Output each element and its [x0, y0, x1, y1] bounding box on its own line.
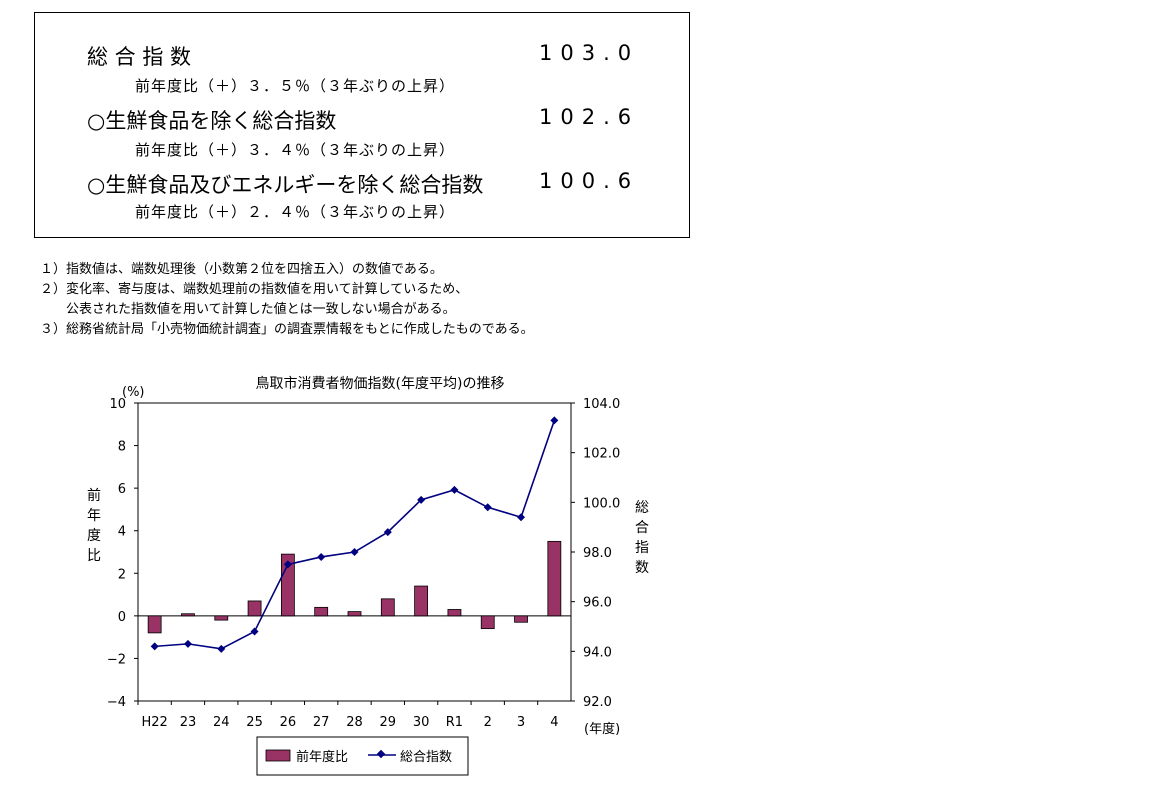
bar-28 [347, 611, 362, 617]
left-axis-tick-label: −2 [107, 652, 126, 667]
x-axis-label-26: 26 [280, 715, 297, 730]
x-axis-label-28: 28 [346, 715, 363, 730]
bar-24 [214, 615, 229, 621]
energy-index-label: ○生鮮食品及びエネルギーを除く総合指数 [87, 173, 484, 197]
main-index-value: 103.0 [539, 41, 640, 65]
right-axis-tick-label: 96.0 [583, 596, 612, 611]
left-axis-title-char: 比 [87, 548, 101, 564]
fresh-index-value: 102.6 [539, 105, 640, 129]
right-axis-tick-label: 100.0 [583, 496, 620, 511]
x-axis-label-25: 25 [246, 715, 263, 730]
bar-30 [414, 585, 429, 617]
summary-box: 総 合 指 数 103.0 前年度比（＋）３．５％（３年ぶりの上昇） ○生鮮食品… [34, 12, 690, 238]
right-axis-tick-label: 102.0 [583, 447, 620, 462]
right-axis-tick-label: 98.0 [583, 546, 612, 561]
x-axis-label-3: 3 [517, 715, 525, 730]
x-axis-unit: (年度) [584, 721, 620, 737]
index-point-23 [183, 639, 192, 648]
right-axis-title-char: 数 [635, 560, 649, 576]
right-axis-tick-label: 94.0 [583, 645, 612, 660]
energy-index-value: 100.6 [539, 169, 640, 193]
index-point-30 [417, 495, 426, 504]
bar-27 [314, 606, 329, 617]
right-axis-title-char: 総 [635, 500, 649, 516]
x-axis-label-27: 27 [313, 715, 330, 730]
left-axis-tick-label: 0 [118, 610, 126, 625]
x-axis-label-H22: H22 [141, 715, 167, 730]
chart-title: 鳥取市消費者物価指数(年度平均)の推移 [256, 375, 505, 392]
left-axis-unit: (%) [122, 385, 145, 400]
footnote-1: １）指数値は、端数処理後（小数第２位を四捨五入）の数値である。 [40, 262, 443, 277]
legend-bar-label: 前年度比 [296, 749, 348, 765]
index-point-26 [283, 560, 292, 569]
left-axis-tick-label: −4 [107, 695, 126, 710]
footnote-2-cont: 公表された指数値を用いて計算した値とは一致しない場合がある。 [40, 302, 456, 317]
index-point-2 [483, 503, 492, 512]
index-point-27 [317, 552, 326, 561]
chart-marks: 10 8 6 4 2 0 −2 −4 104.0 102.0 100.0 98.0 96.0 94.0 92… [87, 397, 649, 730]
legend-line-marker [376, 749, 386, 759]
index-point-R1 [450, 485, 459, 494]
legend-line-label: 総合指数 [400, 750, 452, 765]
bar-H22 [147, 615, 162, 634]
bar-3 [514, 615, 528, 623]
right-axis-title-char: 合 [635, 520, 649, 536]
left-axis-tick-label: 4 [118, 525, 126, 540]
x-axis-label-R1: R1 [446, 715, 463, 730]
left-axis-tick-label: 8 [118, 440, 126, 455]
left-axis-title-char: 前 [87, 487, 101, 504]
bar-4 [547, 540, 562, 617]
fresh-index-change: 前年度比（＋）３．４％（３年ぶりの上昇） [135, 141, 456, 159]
fresh-index-label: ○生鮮食品を除く総合指数 [87, 109, 337, 133]
bar-23 [181, 613, 195, 617]
left-axis-tick-label: 6 [118, 482, 126, 497]
index-point-28 [350, 548, 359, 556]
x-axis-label-23: 23 [180, 715, 197, 730]
x-axis-label-30: 30 [413, 715, 430, 730]
x-axis-label-24: 24 [213, 715, 230, 730]
x-axis-label-2: 2 [484, 715, 492, 730]
main-index-label: 総 合 指 数 [87, 45, 192, 69]
left-axis-tick-label: 2 [118, 567, 126, 582]
main-index-change: 前年度比（＋）３．５％（３年ぶりの上昇） [135, 77, 456, 95]
legend-box [256, 736, 469, 776]
footnote-2: ２）変化率、寄与度は、端数処理前の指数値を用いて計算しているため、 [40, 282, 469, 297]
index-point-29 [383, 528, 392, 537]
left-axis-tick-label: 10 [109, 397, 126, 412]
index-point-3 [517, 513, 526, 522]
bar-29 [380, 598, 395, 617]
index-point-4 [550, 416, 559, 425]
left-axis-title-char: 度 [87, 528, 101, 544]
index-point-H22 [150, 642, 159, 651]
bar-2 [480, 615, 495, 630]
bar-R1 [447, 609, 462, 617]
right-axis-title-char: 指 [635, 540, 649, 556]
energy-index-change: 前年度比（＋）２．４％（３年ぶりの上昇） [135, 203, 456, 221]
index-point-25 [250, 627, 259, 636]
right-axis-tick-label: 104.0 [583, 397, 620, 412]
footnote-3: ３）総務省統計局「小売物価統計調査」の調査票情報をもとに作成したものである。 [40, 322, 534, 337]
x-axis-label-4: 4 [550, 715, 558, 730]
left-axis-title-char: 年 [87, 508, 101, 524]
footnotes: １）指数値は、端数処理後（小数第２位を四捨五入）の数値である。 ２）変化率、寄与… [40, 260, 534, 340]
index-point-24 [217, 644, 226, 653]
x-axis-label-29: 29 [380, 715, 397, 730]
legend-bar-swatch [265, 749, 291, 762]
bar-25 [247, 600, 262, 617]
right-axis-tick-label: 92.0 [583, 695, 612, 710]
